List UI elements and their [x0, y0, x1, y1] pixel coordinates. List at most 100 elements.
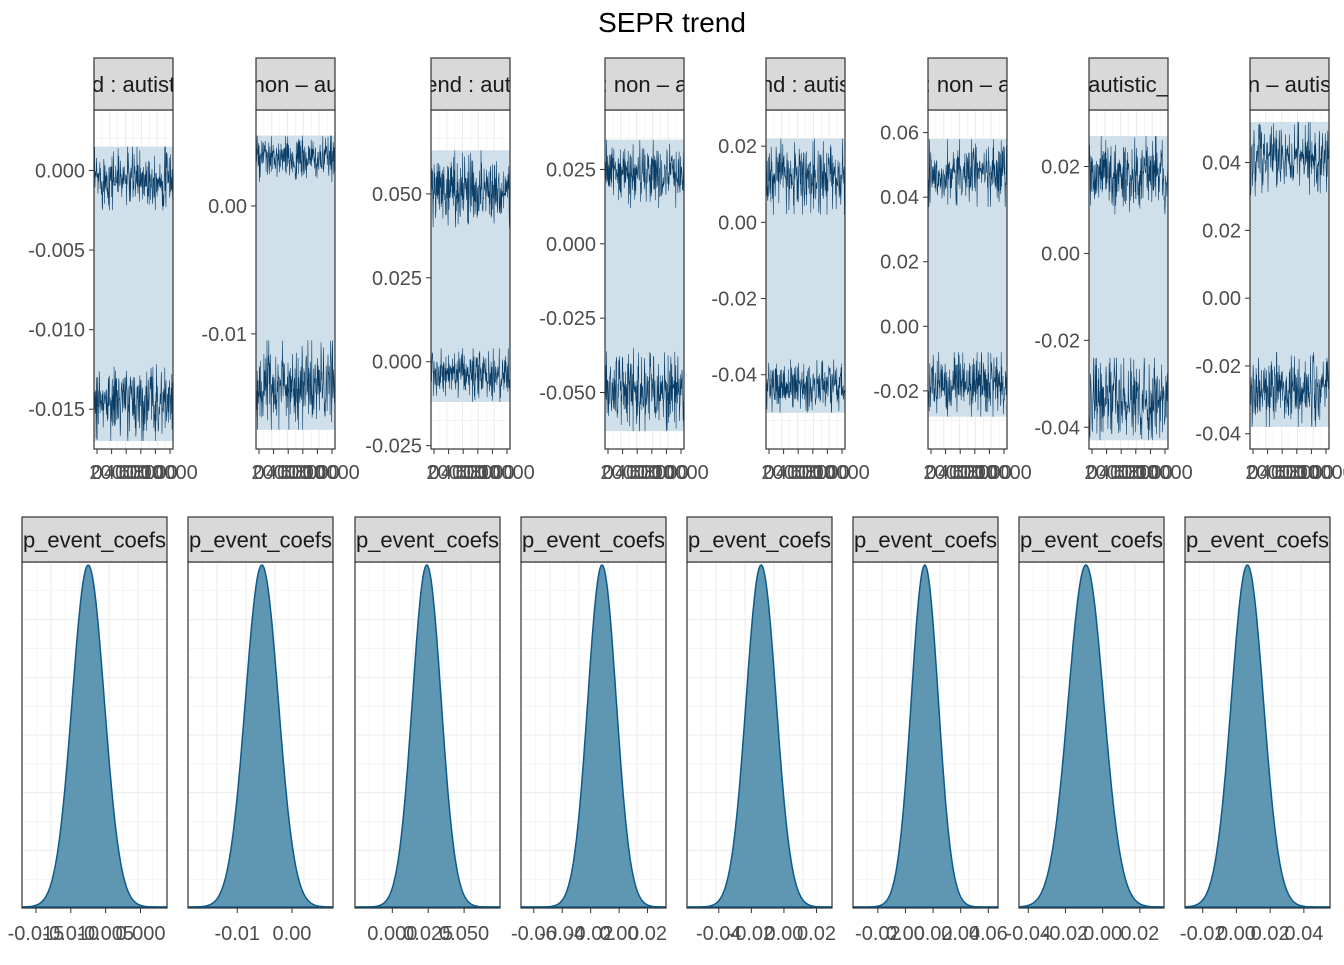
x-tick-label: 2000 — [923, 462, 968, 484]
panel-plot-area — [1250, 110, 1329, 449]
strip-background — [21, 516, 168, 563]
density-curve — [22, 564, 167, 908]
strip-text-clip: p_event_coefs — [189, 528, 332, 553]
y-tick-label: 0.02 — [880, 252, 919, 274]
x-tick-label: 0 — [602, 462, 613, 484]
strip-text-clip: autistic_ — [1089, 72, 1168, 97]
strip-label: nd : autis — [761, 72, 850, 97]
x-tick-label: 8000 — [967, 462, 1012, 484]
trace-line — [1089, 357, 1168, 441]
x-tick-label: -0.04 — [696, 923, 742, 945]
x-tick-label: 0.00 — [886, 923, 925, 945]
density-area — [1019, 565, 1164, 907]
x-tick-label: -0.015 — [8, 923, 65, 945]
x-tick-label: 0.06 — [969, 923, 1008, 945]
x-tick-label: 10000 — [142, 462, 198, 484]
x-tick-label: 8000 — [1128, 462, 1173, 484]
y-tick-label: -0.01 — [201, 324, 247, 346]
strip-label: n – autis — [1248, 72, 1331, 97]
density-panel: -0.04-0.020.000.02 p_event_coefs — [1005, 516, 1165, 945]
x-tick-label: 0 — [1247, 462, 1258, 484]
density-panel: -0.06-0.04-0.020.000.02 p_event_coefs — [511, 516, 667, 945]
y-tick-label: 0.02 — [1202, 220, 1241, 242]
x-tick-label: -0.06 — [511, 923, 557, 945]
x-tick-label: 10000 — [1137, 462, 1193, 484]
panel-plot-area — [188, 562, 333, 908]
strip-text-clip: : non – a — [925, 72, 1011, 97]
strip-text-clip: p_event_coefs — [356, 528, 499, 553]
trace-line — [605, 347, 684, 432]
x-tick-label: 2000 — [251, 462, 296, 484]
strip-label: p_event_coefs — [522, 528, 665, 553]
y-tick-label: 0.025 — [372, 268, 422, 290]
x-tick-label: 4000 — [104, 462, 149, 484]
strip-background — [520, 516, 667, 563]
y-tick-label: 0.050 — [372, 184, 422, 206]
strip-text-clip: non – au — [253, 72, 339, 97]
x-tick-label: 0 — [1086, 462, 1097, 484]
y-tick-label: -0.04 — [1034, 417, 1080, 439]
x-tick-label: 2000 — [761, 462, 806, 484]
strip-text-clip: p_event_coefs — [688, 528, 831, 553]
x-tick-label: 2000 — [600, 462, 645, 484]
x-tick-label: 0.050 — [439, 923, 489, 945]
density-area — [188, 565, 333, 907]
x-tick-label: 4000 — [1260, 462, 1305, 484]
y-tick-label: 0.00 — [208, 196, 247, 218]
strip-label: : non – a — [602, 72, 688, 97]
x-tick-label: -0.005 — [77, 923, 134, 945]
y-tick-label: 0.025 — [546, 159, 596, 181]
trace-line — [431, 150, 510, 228]
strip-label: p_event_coefs — [854, 528, 997, 553]
x-tick-label: 0.00 — [1217, 923, 1256, 945]
panel-plot-area — [94, 110, 173, 449]
x-tick-label: 6000 — [630, 462, 675, 484]
x-tick-label: 8000 — [133, 462, 178, 484]
strip-text-clip: d : autist — [94, 72, 173, 97]
strip-text-clip: p_event_coefs — [23, 528, 166, 553]
x-tick-label: 4000 — [266, 462, 311, 484]
trace-panel: -0.050 -0.025 0.000 0.025 020004000600080001… — [539, 57, 709, 484]
x-tick-label: 8000 — [470, 462, 515, 484]
x-tick-label: 6000 — [281, 462, 326, 484]
chart-title: SEPR trend — [598, 7, 746, 38]
x-tick-label: 8000 — [1289, 462, 1334, 484]
y-tick-label: 0.04 — [1202, 153, 1241, 175]
y-tick-label: -0.015 — [28, 399, 85, 421]
strip-background — [765, 57, 846, 111]
y-tick-label: -0.005 — [28, 240, 85, 262]
x-tick-label: 2000 — [1245, 462, 1290, 484]
strip-label: non – au — [253, 72, 339, 97]
panel-plot-area — [928, 110, 1007, 449]
y-tick-label: -0.04 — [1195, 424, 1241, 446]
strip-label: p_event_coefs — [189, 528, 332, 553]
x-tick-label: 0 — [91, 462, 102, 484]
x-tick-label: 0.02 — [797, 923, 836, 945]
x-tick-label: -0.02 — [729, 923, 775, 945]
x-tick-label: 10000 — [653, 462, 709, 484]
x-tick-label: 6000 — [953, 462, 998, 484]
strip-background — [430, 57, 511, 111]
x-tick-label: 0.025 — [403, 923, 453, 945]
x-tick-label: 0.000 — [367, 923, 417, 945]
x-tick-label: 0.00 — [272, 923, 311, 945]
x-tick-label: 6000 — [456, 462, 501, 484]
x-tick-label: 0.02 — [914, 923, 953, 945]
x-tick-label: 0.00 — [764, 923, 803, 945]
strip-text-clip: p_event_coefs — [854, 528, 997, 553]
strip-label: : non – a — [925, 72, 1011, 97]
trace-line — [256, 340, 335, 430]
x-tick-label: 0 — [763, 462, 774, 484]
panel-plot-area — [256, 110, 335, 449]
strip-background — [255, 57, 336, 111]
x-tick-label: 8000 — [295, 462, 340, 484]
strip-background — [852, 516, 999, 563]
x-tick-label: 4000 — [1099, 462, 1144, 484]
strip-background — [1018, 516, 1165, 563]
x-tick-label: 4000 — [615, 462, 660, 484]
density-area — [853, 565, 998, 907]
x-tick-label: -0.04 — [539, 923, 585, 945]
trace-line — [766, 359, 845, 413]
